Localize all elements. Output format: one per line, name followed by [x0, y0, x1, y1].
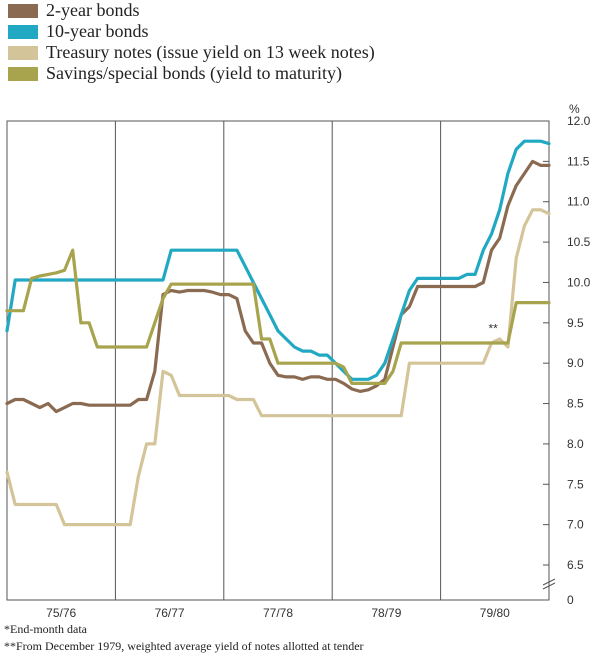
y-tick-label: 7.0 [567, 518, 584, 532]
legend-item: Savings/special bonds (yield to maturity… [8, 63, 375, 84]
x-tick-label: 77/78 [263, 606, 293, 618]
legend-label: 2-year bonds [46, 0, 140, 20]
footnote-december: **From December 1979, weighted average y… [4, 639, 364, 653]
x-tick-label: 79/80 [480, 606, 510, 618]
legend-swatch [8, 66, 38, 81]
x-tick-label: 75/76 [46, 606, 76, 618]
series-line-3 [5, 248, 551, 385]
x-tick-label: 76/77 [155, 606, 185, 618]
legend-swatch [8, 3, 38, 18]
legend-swatch [8, 45, 38, 60]
series-line-2 [5, 208, 551, 527]
legend-item: 2-year bonds [8, 0, 375, 21]
y-tick-label: 9.0 [567, 356, 584, 370]
legend: 2-year bonds 10-year bonds Treasury notes … [8, 0, 375, 84]
y-tick-label: 8.0 [567, 437, 584, 451]
y-tick-label: 10.0 [567, 275, 591, 289]
legend-swatch [8, 24, 38, 39]
y-axis-unit-label: % [569, 102, 580, 116]
y-tick-label: 10.5 [567, 235, 591, 249]
y-tick-label: 12.0 [567, 114, 591, 128]
axis-break-mark [542, 582, 556, 590]
y-tick-label: 7.5 [567, 477, 584, 491]
annotation-marker: ** [488, 322, 498, 336]
footnote-end-month: *End-month data [4, 622, 87, 636]
plot-frame [6, 120, 550, 601]
y-tick-label: 9.5 [567, 316, 584, 330]
y-tick-label: 8.5 [567, 397, 584, 411]
legend-item: 10-year bonds [8, 21, 375, 42]
legend-label: Savings/special bonds (yield to maturity… [46, 63, 342, 83]
axis-break-mark [542, 578, 556, 586]
y-tick-label: 11.0 [567, 195, 590, 209]
line-chart: 75/76 76/77 77/78 78/79 79/80 12.0 11.5 11.0 10.… [5, 102, 591, 618]
legend-item: Treasury notes (issue yield on 13 week n… [8, 42, 375, 63]
x-tick-label: 78/79 [371, 606, 401, 618]
y-tick-label: 11.5 [567, 154, 590, 168]
series-line-0 [5, 159, 551, 414]
y-tick-label: 6.5 [567, 558, 584, 572]
series-line-1 [5, 139, 551, 381]
legend-label: Treasury notes (issue yield on 13 week n… [46, 42, 375, 62]
legend-label: 10-year bonds [46, 21, 149, 41]
y-tick-label-zero: 0 [567, 593, 574, 607]
